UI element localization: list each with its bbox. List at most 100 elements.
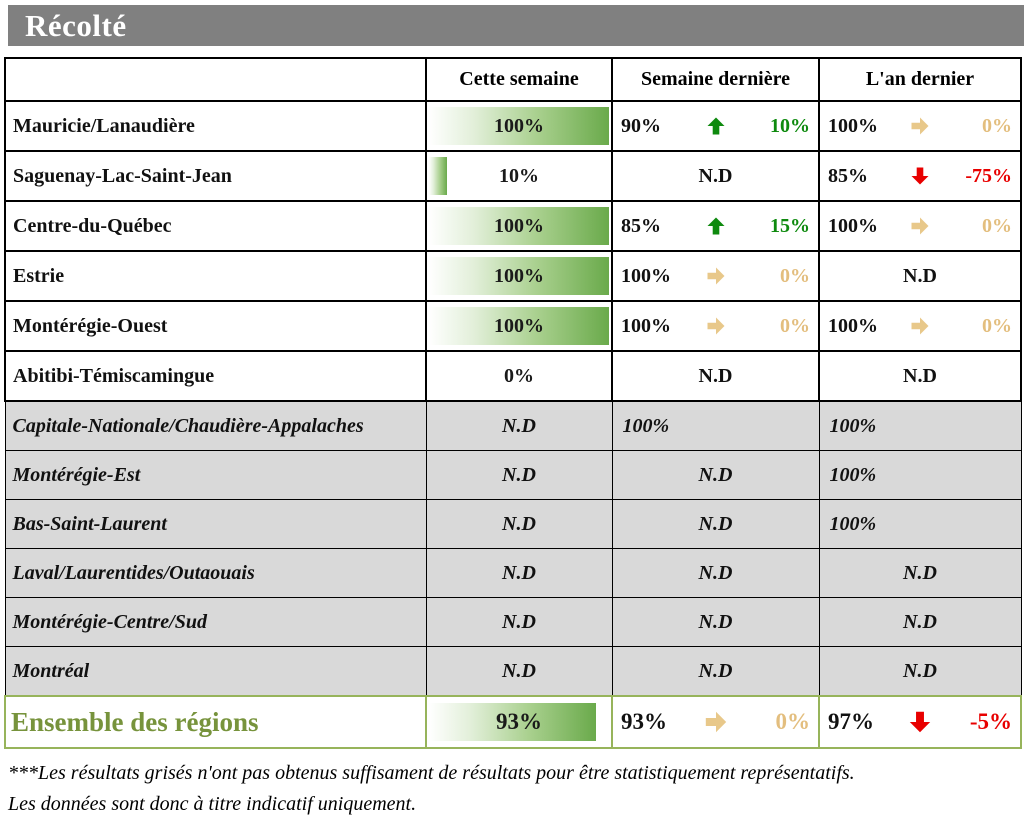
harvest-progress-bar (429, 157, 447, 195)
nd-value: N.D (903, 659, 937, 682)
header-row: Cette semaine Semaine dernière L'an dern… (4, 57, 1022, 102)
region-name: Montréal (4, 646, 427, 697)
last-week-value: 100% (621, 264, 671, 287)
change-value: 0% (775, 709, 811, 734)
region-name: Estrie (4, 250, 427, 302)
nd-value: N.D (502, 414, 536, 437)
trend-up-icon (706, 116, 726, 136)
last-year-value: 100% (829, 463, 877, 486)
footnote-line-2: Les données sont donc à titre indicatif … (8, 793, 417, 815)
table-row: Estrie 100% 100% 0% N.D (4, 250, 1022, 302)
this-week-cell: 100% (425, 100, 613, 152)
last-year-cell: N.D (818, 646, 1022, 697)
change-value: -75% (965, 164, 1012, 187)
last-week-cell: 100% (611, 400, 820, 451)
table-row: Montérégie-Centre/Sud N.D N.D N.D (4, 597, 1022, 647)
harvest-progress-bar (429, 257, 609, 295)
nd-value: N.D (698, 659, 733, 682)
last-year-cell: N.D (818, 548, 1022, 598)
nd-value: N.D (502, 512, 536, 535)
trend-flat-icon (706, 316, 726, 336)
change-value: 0% (982, 214, 1012, 237)
last-week-cell: N.D (611, 450, 820, 500)
table-row: Saguenay-Lac-Saint-Jean 10% N.D 85% -75% (4, 150, 1022, 202)
region-name: Montérégie-Est (4, 450, 427, 500)
region-column-header (4, 57, 427, 102)
last-year-cell: 100% (818, 499, 1022, 549)
last-week-cell: 90% 10% (611, 100, 820, 152)
last-week-cell: N.D (611, 499, 820, 549)
last-week-cell: N.D (611, 548, 820, 598)
this-week-cell: 93% (425, 695, 613, 749)
trend-up-icon (706, 216, 726, 236)
nd-value: N.D (698, 463, 733, 486)
table-row: Capitale-Nationale/Chaudière-Appalaches … (4, 400, 1022, 451)
nd-value: N.D (903, 264, 937, 287)
trend-flat-icon (910, 116, 930, 136)
footnotes: ***Les résultats grisés n'ont pas obtenu… (8, 758, 1024, 820)
this-week-cell: 100% (425, 250, 613, 302)
last-week-cell: 85% 15% (611, 200, 820, 252)
last-week-cell: N.D (611, 350, 820, 402)
total-row: Ensemble des régions 93% 93% 0% 97% - (4, 695, 1022, 749)
last-year-value: 85% (828, 164, 868, 187)
harvest-progress-bar (429, 703, 597, 741)
last-week-value: 100% (622, 414, 670, 437)
this-week-value: 10% (499, 164, 539, 187)
last-week-cell: 100% 0% (611, 250, 820, 302)
region-name: Capitale-Nationale/Chaudière-Appalaches (4, 400, 427, 451)
nd-value: N.D (903, 610, 937, 633)
table-row: Laval/Laurentides/Outaouais N.D N.D N.D (4, 548, 1022, 598)
last-year-cell: N.D (818, 597, 1022, 647)
region-name: Centre-du-Québec (4, 200, 427, 252)
nd-value: N.D (698, 512, 733, 535)
this-week-cell: N.D (425, 499, 613, 549)
last-week-cell: N.D (611, 646, 820, 697)
last-year-column-header: L'an dernier (818, 57, 1022, 102)
nd-value: N.D (502, 561, 536, 584)
this-week-value: 100% (494, 264, 544, 287)
last-year-value: 100% (829, 414, 877, 437)
change-value: 10% (770, 114, 810, 137)
region-name: Montérégie-Centre/Sud (4, 597, 427, 647)
harvest-progress-bar (429, 107, 609, 145)
region-name: Laval/Laurentides/Outaouais (4, 548, 427, 598)
region-name: Saguenay-Lac-Saint-Jean (4, 150, 427, 202)
this-week-cell: N.D (425, 400, 613, 451)
trend-flat-icon (704, 710, 728, 734)
last-week-cell: N.D (611, 597, 820, 647)
last-year-value: 100% (828, 114, 878, 137)
table-row: Bas-Saint-Laurent N.D N.D 100% (4, 499, 1022, 549)
page-title: Récolté (25, 7, 127, 43)
trend-flat-icon (910, 216, 930, 236)
table-row: Montréal N.D N.D N.D (4, 646, 1022, 697)
last-year-cell: 100% 0% (818, 100, 1022, 152)
last-week-value: 90% (621, 114, 661, 137)
region-name: Mauricie/Lanaudière (4, 100, 427, 152)
last-year-value: 97% (828, 709, 874, 734)
last-week-value: 100% (621, 314, 671, 337)
nd-value: N.D (903, 561, 937, 584)
this-week-value: 0% (504, 364, 534, 387)
nd-value: N.D (502, 610, 536, 633)
nd-value: N.D (903, 364, 937, 387)
nd-value: N.D (502, 659, 536, 682)
region-name: Montérégie-Ouest (4, 300, 427, 352)
nd-value: N.D (698, 364, 733, 387)
title-banner: Récolté (8, 5, 1024, 46)
this-week-cell: 100% (425, 300, 613, 352)
last-week-value: 93% (621, 709, 667, 734)
region-name: Bas-Saint-Laurent (4, 499, 427, 549)
harvest-progress-bar (429, 307, 609, 345)
nd-value: N.D (698, 561, 733, 584)
trend-down-icon (908, 710, 932, 734)
last-year-cell: N.D (818, 250, 1022, 302)
last-year-cell: 100% 0% (818, 200, 1022, 252)
nd-value: N.D (698, 610, 733, 633)
trend-flat-icon (706, 266, 726, 286)
table-row: Mauricie/Lanaudière 100% 90% 10% 100% (4, 100, 1022, 152)
last-year-value: 100% (828, 314, 878, 337)
trend-flat-icon (910, 316, 930, 336)
last-week-cell: N.D (611, 150, 820, 202)
last-year-cell: 100% 0% (818, 300, 1022, 352)
